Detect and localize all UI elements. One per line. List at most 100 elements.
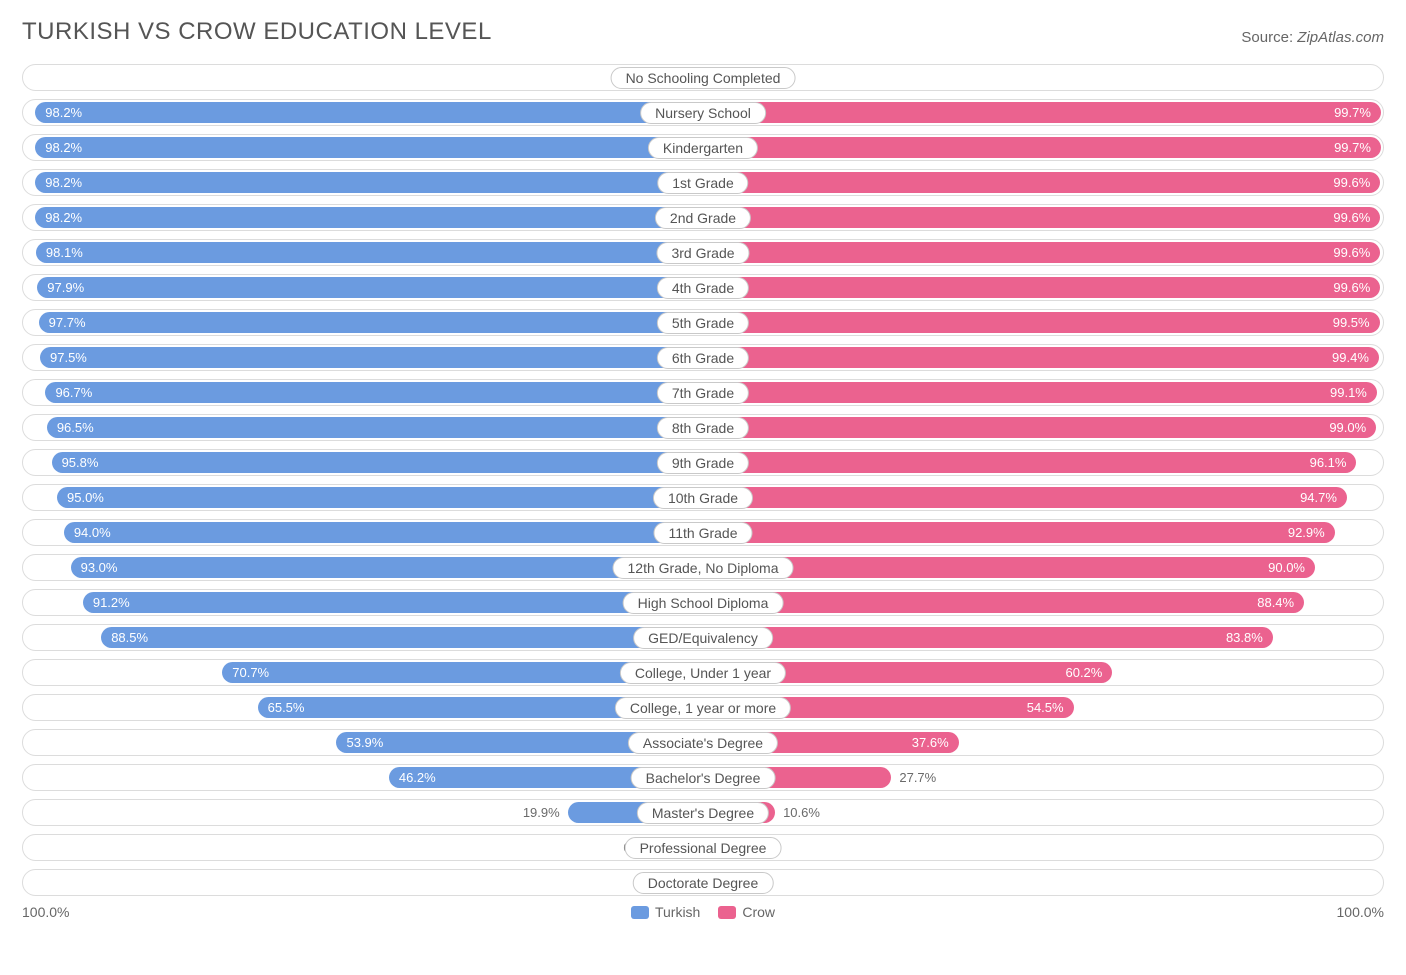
bar-left: 88.5%	[101, 627, 703, 648]
legend-item-left: Turkish	[631, 904, 700, 920]
bar-right-value: 99.7%	[1334, 105, 1371, 120]
chart-row: 6.2%3.2%Professional Degree	[22, 834, 1384, 861]
bar-left-value: 91.2%	[93, 595, 130, 610]
chart-row: 2.7%1.5%Doctorate Degree	[22, 869, 1384, 896]
legend: Turkish Crow	[69, 904, 1336, 920]
chart-row: 95.0% 94.7% 10th Grade	[22, 484, 1384, 511]
bar-right-value: 54.5%	[1027, 700, 1064, 715]
legend-label-right: Crow	[742, 904, 775, 920]
bar-right-value: 99.5%	[1333, 315, 1370, 330]
chart-row: 97.7% 99.5% 5th Grade	[22, 309, 1384, 336]
bar-right: 99.5%	[703, 312, 1380, 333]
category-label: 11th Grade	[653, 522, 752, 544]
category-label: Nursery School	[640, 102, 766, 124]
chart-row: 93.0%90.0%12th Grade, No Diploma	[22, 554, 1384, 581]
category-label: 8th Grade	[657, 417, 749, 439]
bar-right-value: 37.6%	[912, 735, 949, 750]
chart-row: 97.9% 99.6%4th Grade	[22, 274, 1384, 301]
bar-left: 98.2%	[35, 102, 703, 123]
chart-row: 97.5% 99.4% 6th Grade	[22, 344, 1384, 371]
chart-row: 91.2%88.4%High School Diploma	[22, 589, 1384, 616]
bar-left: 95.0%	[57, 487, 703, 508]
bar-left-value: 97.5%	[50, 350, 87, 365]
bar-right-value: 92.9%	[1288, 525, 1325, 540]
chart-row: 65.5%54.5%College, 1 year or more	[22, 694, 1384, 721]
bar-right-value: 83.8%	[1226, 630, 1263, 645]
chart-row: 98.1%99.6%3rd Grade	[22, 239, 1384, 266]
bar-left-value: 98.2%	[45, 210, 82, 225]
legend-item-right: Crow	[718, 904, 775, 920]
axis-left-max: 100.0%	[22, 904, 69, 920]
bar-left: 98.1%	[36, 242, 703, 263]
chart-row: 1.8%1.6%No Schooling Completed	[22, 64, 1384, 91]
bar-left-value: 98.2%	[45, 175, 82, 190]
category-label: 10th Grade	[653, 487, 753, 509]
bar-right-value: 99.6%	[1333, 175, 1370, 190]
butterfly-chart: 1.8%1.6%No Schooling Completed 98.2% 99.7%…	[22, 64, 1384, 896]
bar-right-value: 99.7%	[1334, 140, 1371, 155]
bar-right: 99.6%	[703, 172, 1380, 193]
bar-right: 99.1%	[703, 382, 1377, 403]
category-label: 2nd Grade	[655, 207, 751, 229]
category-label: Bachelor's Degree	[631, 767, 776, 789]
bar-left-value: 95.8%	[62, 455, 99, 470]
bar-left-value: 96.5%	[57, 420, 94, 435]
chart-source: Source: ZipAtlas.com	[1241, 29, 1384, 46]
chart-row: 96.5% 99.0% 8th Grade	[22, 414, 1384, 441]
source-name: ZipAtlas.com	[1297, 29, 1384, 46]
chart-row: 70.7%60.2%College, Under 1 year	[22, 659, 1384, 686]
chart-title: TURKISH VS CROW EDUCATION LEVEL	[22, 18, 492, 46]
bar-left: 98.2%	[35, 172, 703, 193]
bar-right: 99.7%	[703, 102, 1381, 123]
bar-right: 99.6%	[703, 277, 1380, 298]
category-label: 6th Grade	[657, 347, 749, 369]
chart-row: 98.2%99.6%2nd Grade	[22, 204, 1384, 231]
chart-row: 19.9%10.6%Master's Degree	[22, 799, 1384, 826]
bar-right: 96.1%	[703, 452, 1356, 473]
bar-left-value: 95.0%	[67, 490, 104, 505]
bar-right-value: 99.4%	[1332, 350, 1369, 365]
bar-left: 96.5%	[47, 417, 703, 438]
bar-left-value: 97.9%	[47, 280, 84, 295]
bar-left: 98.2%	[35, 137, 703, 158]
chart-row: 98.2%99.6%1st Grade	[22, 169, 1384, 196]
bar-left: 94.0%	[64, 522, 703, 543]
bar-left: 97.5%	[40, 347, 703, 368]
category-label: 7th Grade	[657, 382, 749, 404]
bar-left: 91.2%	[83, 592, 703, 613]
category-label: College, Under 1 year	[620, 662, 786, 684]
category-label: 12th Grade, No Diploma	[613, 557, 794, 579]
category-label: GED/Equivalency	[633, 627, 773, 649]
legend-swatch-left	[631, 906, 649, 919]
category-label: Master's Degree	[637, 802, 769, 824]
bar-left-value: 53.9%	[346, 735, 383, 750]
bar-left-value: 97.7%	[49, 315, 86, 330]
category-label: Associate's Degree	[628, 732, 778, 754]
bar-left-value: 96.7%	[55, 385, 92, 400]
bar-right-value: 96.1%	[1310, 455, 1347, 470]
source-prefix: Source:	[1241, 29, 1297, 46]
category-label: Doctorate Degree	[633, 872, 774, 894]
axis-right-max: 100.0%	[1337, 904, 1384, 920]
bar-right: 88.4%	[703, 592, 1304, 613]
legend-label-left: Turkish	[655, 904, 700, 920]
bar-left: 93.0%	[71, 557, 703, 578]
bar-right-value: 94.7%	[1300, 490, 1337, 505]
bar-left: 97.7%	[39, 312, 703, 333]
bar-right-value: 10.6%	[775, 800, 828, 825]
chart-row: 53.9% 37.6% Associate's Degree	[22, 729, 1384, 756]
bar-right: 99.6%	[703, 242, 1380, 263]
chart-row: 46.2%27.7%Bachelor's Degree	[22, 764, 1384, 791]
bar-left-value: 98.1%	[46, 245, 83, 260]
bar-right: 83.8%	[703, 627, 1273, 648]
bar-right-value: 60.2%	[1065, 665, 1102, 680]
chart-row: 98.2% 99.7% Kindergarten	[22, 134, 1384, 161]
category-label: 5th Grade	[657, 312, 749, 334]
chart-footer: 100.0% Turkish Crow 100.0%	[22, 904, 1384, 920]
category-label: 4th Grade	[657, 277, 749, 299]
bar-right: 99.7%	[703, 137, 1381, 158]
category-label: Kindergarten	[648, 137, 758, 159]
bar-right: 99.0%	[703, 417, 1376, 438]
bar-right-value: 99.0%	[1329, 420, 1366, 435]
bar-left-value: 88.5%	[111, 630, 148, 645]
